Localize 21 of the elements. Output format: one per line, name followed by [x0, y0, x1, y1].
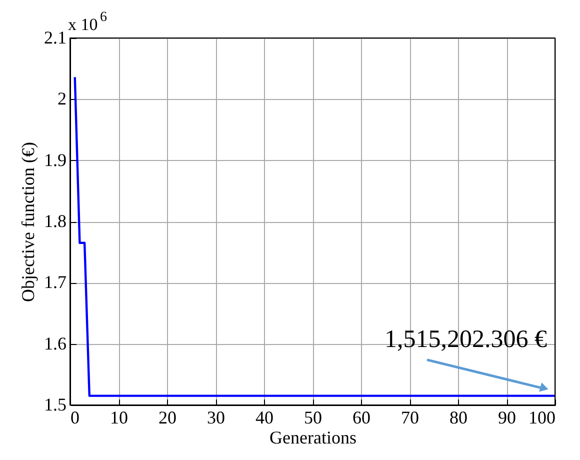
x-tick-label: 50 [304, 408, 322, 428]
x-tick-label: 60 [352, 408, 370, 428]
x-tick-label: 100 [528, 408, 556, 428]
y-axis-title: Objective function (€) [18, 142, 38, 302]
x-tick-label: 10 [110, 408, 128, 428]
y-tick-label: 1.5 [44, 394, 66, 414]
x-tick-label: 70 [401, 408, 419, 428]
x-tick-label: 90 [498, 408, 516, 428]
y-tick-label: 2 [58, 88, 66, 109]
x-tick-label: 80 [450, 408, 468, 428]
y-tick-label: 1.7 [44, 272, 66, 292]
y-tick-label: 1.6 [44, 333, 66, 354]
y-tick-label: 1.9 [44, 150, 66, 170]
x-tick-label: 20 [158, 408, 176, 428]
y-tick-label: 1.8 [44, 211, 66, 231]
x-tick-label: 0 [70, 408, 80, 428]
x-tick-label: 40 [256, 408, 274, 428]
x-tick-label: 30 [207, 408, 225, 428]
y-tick-label: 2.1 [44, 28, 66, 48]
x-axis-title: Generations [270, 428, 356, 448]
annotation: 1,515,202.306 € [384, 326, 548, 353]
